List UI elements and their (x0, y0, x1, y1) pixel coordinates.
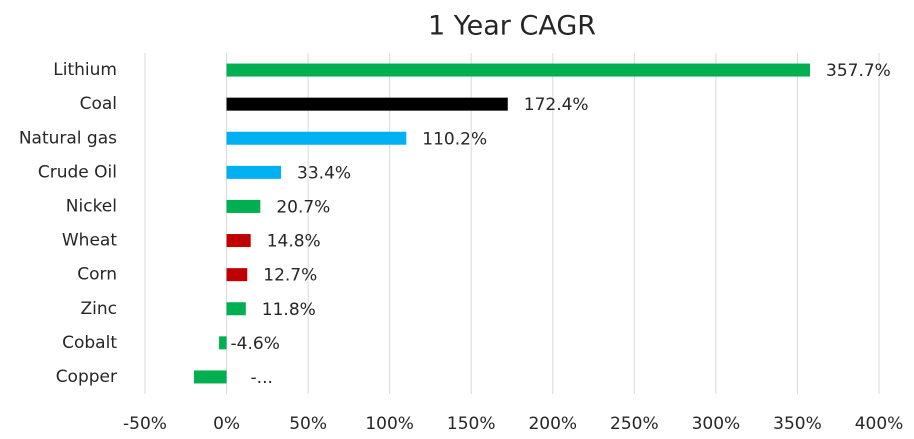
x-tick-label: 200% (528, 414, 577, 434)
x-tick-label: -50% (123, 414, 167, 434)
data-label: 172.4% (524, 95, 589, 115)
data-label: -... (251, 368, 273, 388)
bar (226, 97, 508, 111)
data-label: 20.7% (276, 197, 330, 217)
data-label: 357.7% (826, 61, 891, 81)
y-tick-label: Copper (56, 367, 117, 387)
y-tick-label: Lithium (53, 60, 117, 80)
y-tick-label: Natural gas (19, 128, 117, 148)
data-label: 11.8% (262, 300, 316, 320)
chart-title: 1 Year CAGR (428, 11, 596, 42)
bar (226, 165, 282, 179)
bar (226, 302, 246, 316)
x-tick-label: 400% (855, 414, 904, 434)
x-tick-label: 0% (213, 414, 240, 434)
bar (193, 370, 227, 384)
y-tick-label: Corn (77, 265, 117, 285)
x-tick-label: 150% (447, 414, 496, 434)
bar (226, 234, 251, 248)
bar (219, 336, 227, 350)
x-tick-label: 350% (773, 414, 822, 434)
y-tick-label: Coal (80, 94, 117, 114)
y-tick-label: Crude Oil (38, 162, 117, 182)
y-tick-label: Nickel (66, 196, 117, 216)
data-label: 12.7% (263, 266, 317, 286)
bar (226, 63, 811, 77)
y-tick-label: Wheat (62, 231, 117, 251)
bar (226, 268, 248, 282)
bar (226, 199, 261, 213)
x-tick-label: 300% (692, 414, 741, 434)
x-tick-label: 50% (289, 414, 327, 434)
data-label: 110.2% (422, 129, 487, 149)
data-label: 33.4% (297, 163, 351, 183)
x-tick-label: 100% (365, 414, 414, 434)
data-label: -4.6% (231, 334, 280, 354)
y-tick-label: Cobalt (62, 333, 117, 353)
data-label: 14.8% (267, 232, 321, 252)
bar (226, 131, 407, 145)
y-tick-label: Zinc (81, 299, 118, 319)
x-tick-label: 250% (610, 414, 659, 434)
